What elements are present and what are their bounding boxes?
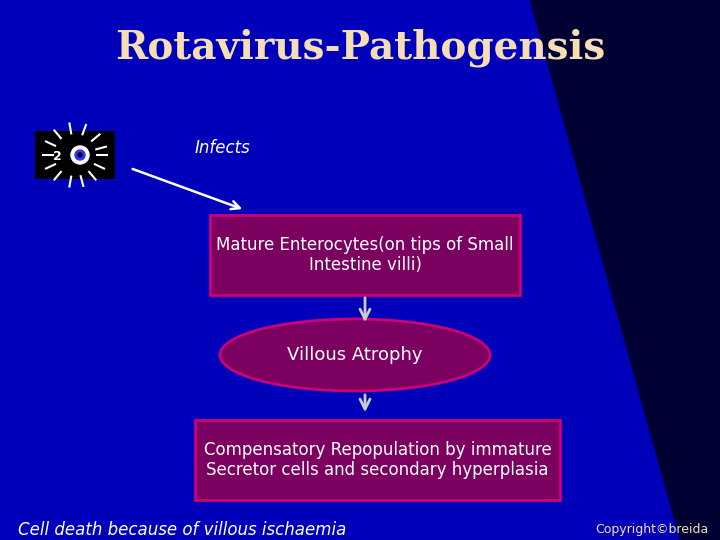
- Text: Infects: Infects: [195, 139, 251, 157]
- Circle shape: [78, 153, 82, 157]
- FancyBboxPatch shape: [35, 131, 115, 179]
- Ellipse shape: [220, 319, 490, 391]
- Text: Compensatory Repopulation by immature
Secretor cells and secondary hyperplasia: Compensatory Repopulation by immature Se…: [204, 441, 552, 480]
- Text: Rotavirus-Pathogensis: Rotavirus-Pathogensis: [115, 29, 605, 68]
- Text: Cell death because of villous ischaemia: Cell death because of villous ischaemia: [18, 521, 346, 539]
- Text: 2: 2: [53, 150, 61, 163]
- FancyBboxPatch shape: [210, 215, 520, 295]
- Text: Villous Atrophy: Villous Atrophy: [287, 346, 423, 364]
- FancyBboxPatch shape: [195, 420, 560, 500]
- Polygon shape: [530, 0, 720, 540]
- Circle shape: [71, 146, 89, 164]
- Text: Mature Enterocytes(on tips of Small
Intestine villi): Mature Enterocytes(on tips of Small Inte…: [216, 235, 514, 274]
- Text: Copyright©breida: Copyright©breida: [595, 523, 708, 537]
- Circle shape: [75, 150, 85, 160]
